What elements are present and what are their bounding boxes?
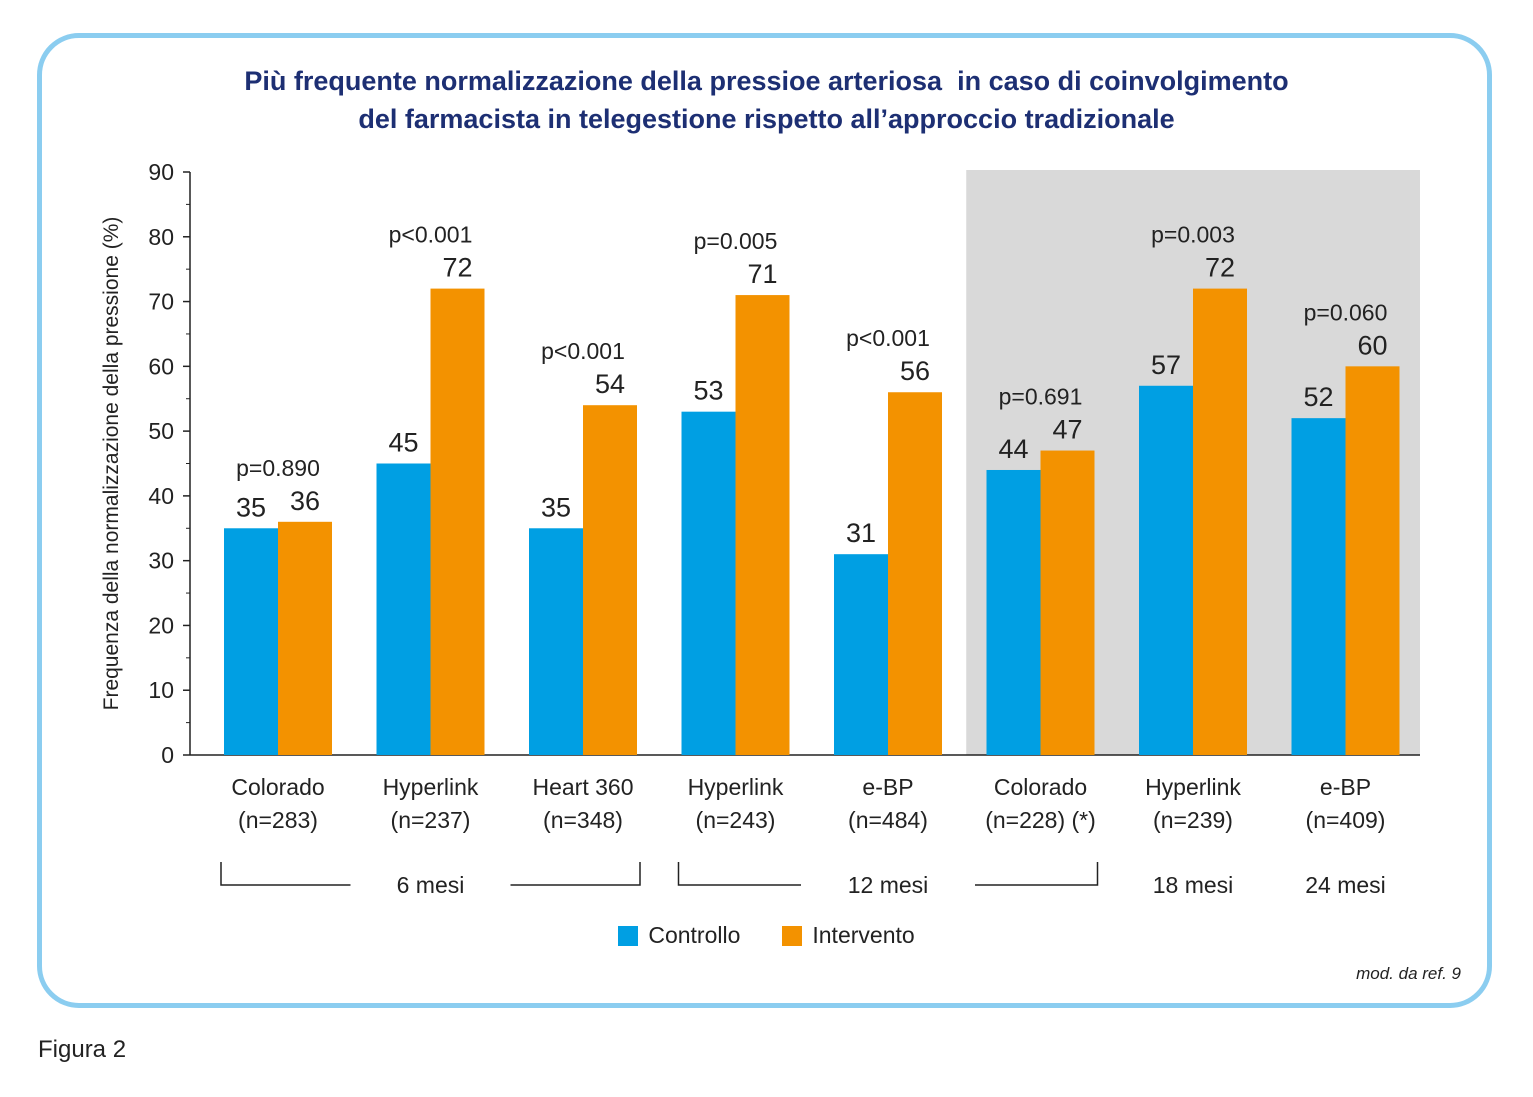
data-label-controllo-5: 44 <box>998 434 1028 464</box>
data-label-intervento-3: 71 <box>747 259 777 289</box>
p-value-label-3: p=0.005 <box>694 228 778 254</box>
category-label-3-1: (n=243) <box>696 807 776 833</box>
data-label-intervento-5: 47 <box>1052 415 1082 445</box>
data-label-intervento-1: 72 <box>442 253 472 283</box>
data-label-controllo-4: 31 <box>846 518 876 548</box>
y-tick-label-40: 40 <box>148 483 174 509</box>
category-label-1-1: (n=237) <box>391 807 471 833</box>
bar-intervento-0 <box>278 521 332 755</box>
legend-item-controllo: Controllo <box>618 922 740 949</box>
data-label-controllo-1: 45 <box>388 428 418 458</box>
bar-controllo-4 <box>834 554 888 755</box>
group-bracket-left-0 <box>220 862 351 886</box>
data-label-intervento-7: 60 <box>1357 330 1387 360</box>
category-label-3-0: Hyperlink <box>688 774 784 800</box>
category-label-7-1: (n=409) <box>1306 807 1386 833</box>
p-value-label-1: p<0.001 <box>389 222 473 248</box>
group-label-0: 6 mesi <box>397 872 465 898</box>
chart-title-line-2: del farmacista in telegestione rispetto … <box>358 104 1175 134</box>
y-axis-label: Frequenza della normalizzazione della pr… <box>100 217 123 711</box>
category-label-2-0: Heart 360 <box>532 774 633 800</box>
p-value-label-4: p<0.001 <box>846 325 930 351</box>
bar-intervento-5 <box>1040 450 1095 755</box>
category-label-0-1: (n=283) <box>238 807 318 833</box>
category-label-1-0: Hyperlink <box>383 774 479 800</box>
legend-swatch-controllo <box>618 925 639 946</box>
source-note: mod. da ref. 9 <box>1356 964 1461 983</box>
group-bracket-right-0 <box>510 862 641 886</box>
group-label-2: 18 mesi <box>1153 872 1234 898</box>
y-tick-label-80: 80 <box>148 224 174 250</box>
y-tick-label-70: 70 <box>148 289 174 315</box>
group-bracket-left-1 <box>677 862 801 886</box>
bar-controllo-7 <box>1291 418 1346 755</box>
category-label-6-0: Hyperlink <box>1145 774 1241 800</box>
figure-label: Figura 2 <box>38 1036 127 1063</box>
group-label-1: 12 mesi <box>848 872 929 898</box>
y-tick-label-20: 20 <box>148 612 174 638</box>
chart-title: Più frequente normalizzazione della pres… <box>0 62 1533 138</box>
category-label-2-1: (n=348) <box>543 807 623 833</box>
bar-intervento-3 <box>735 295 790 755</box>
bar-controllo-0 <box>224 528 278 755</box>
legend-swatch-intervento <box>782 925 803 946</box>
bar-controllo-1 <box>376 463 431 755</box>
data-label-intervento-6: 72 <box>1205 253 1235 283</box>
y-tick-label-0: 0 <box>161 742 174 768</box>
legend-label-intervento: Intervento <box>812 922 915 948</box>
p-value-label-2: p<0.001 <box>541 338 625 364</box>
data-label-controllo-2: 35 <box>541 492 571 522</box>
category-label-7-0: e-BP <box>1320 774 1371 800</box>
category-label-5-1: (n=228) (*) <box>985 807 1096 833</box>
data-label-intervento-0: 36 <box>290 486 320 516</box>
p-value-label-5: p=0.691 <box>999 384 1083 410</box>
bar-controllo-5 <box>986 469 1041 755</box>
bar-controllo-3 <box>681 411 736 755</box>
data-label-intervento-2: 54 <box>595 369 625 399</box>
data-label-controllo-3: 53 <box>693 376 723 406</box>
y-tick-label-10: 10 <box>148 677 174 703</box>
category-label-0-0: Colorado <box>231 774 324 800</box>
chart-title-line-1: Più frequente normalizzazione della pres… <box>244 66 1289 96</box>
p-value-label-0: p=0.890 <box>236 455 320 481</box>
data-label-controllo-7: 52 <box>1303 382 1333 412</box>
y-tick-label-90: 90 <box>148 159 174 185</box>
category-label-4-1: (n=484) <box>848 807 928 833</box>
category-label-4-0: e-BP <box>862 774 913 800</box>
legend: Controllo Intervento <box>0 922 1533 949</box>
bar-controllo-6 <box>1139 385 1193 755</box>
bar-intervento-7 <box>1345 366 1400 755</box>
bar-intervento-4 <box>888 392 942 755</box>
group-bracket-right-1 <box>975 862 1099 886</box>
bar-intervento-1 <box>430 288 485 755</box>
y-tick-label-60: 60 <box>148 353 174 379</box>
p-value-label-7: p=0.060 <box>1304 299 1388 325</box>
bar-intervento-6 <box>1193 288 1247 755</box>
category-label-6-1: (n=239) <box>1153 807 1233 833</box>
bar-controllo-2 <box>529 528 583 755</box>
data-label-controllo-6: 57 <box>1151 350 1181 380</box>
group-label-3: 24 mesi <box>1305 872 1386 898</box>
data-label-controllo-0: 35 <box>236 492 266 522</box>
bar-intervento-2 <box>583 405 637 755</box>
legend-item-intervento: Intervento <box>782 922 915 949</box>
legend-label-controllo: Controllo <box>648 922 741 948</box>
p-value-label-6: p=0.003 <box>1151 222 1235 248</box>
y-tick-label-30: 30 <box>148 548 174 574</box>
y-tick-label-50: 50 <box>148 418 174 444</box>
category-label-5-0: Colorado <box>994 774 1087 800</box>
data-label-intervento-4: 56 <box>900 356 930 386</box>
